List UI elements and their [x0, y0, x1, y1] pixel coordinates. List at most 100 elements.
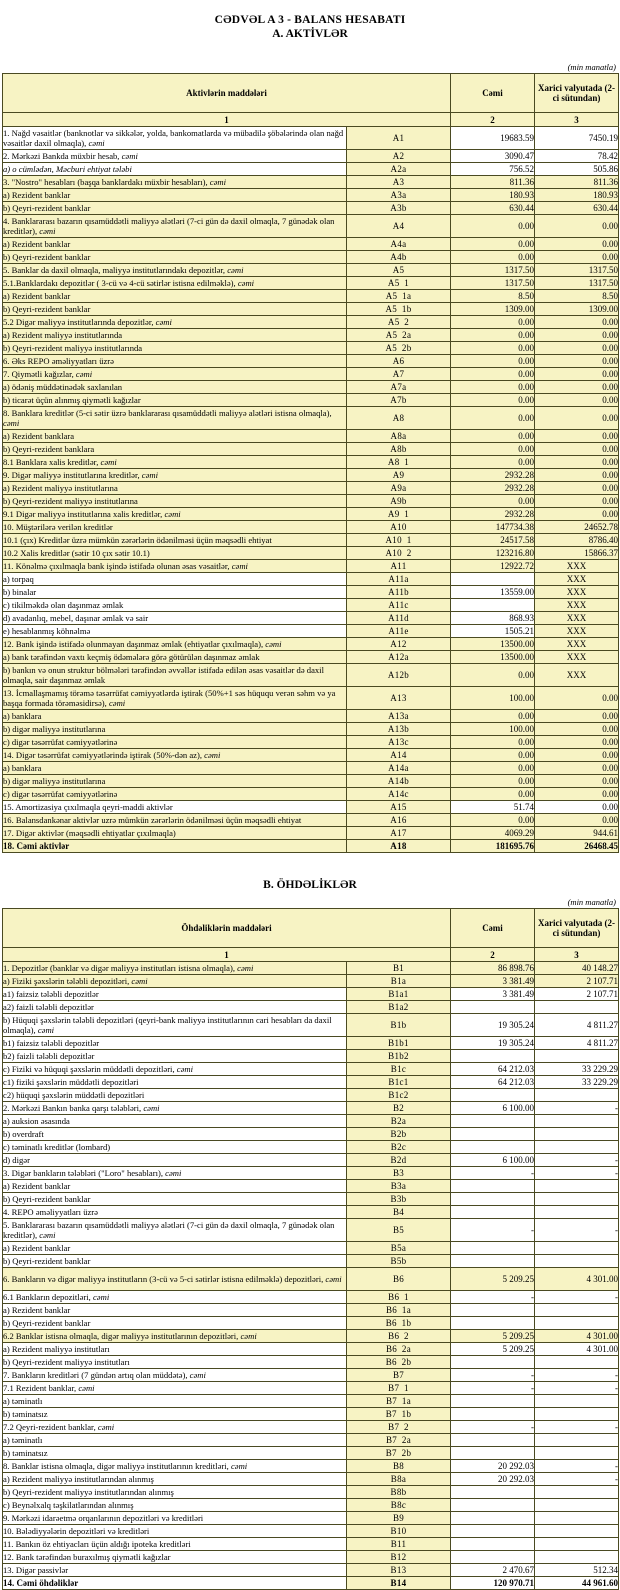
liabilities-row-total: [450, 1537, 536, 1551]
liabilities-row-code: B7 2b: [345, 1446, 452, 1460]
table-row: 13. Digər passivlər B13 2 470.67 512.34: [2, 1563, 620, 1577]
liabilities-row-fx: [534, 1550, 620, 1564]
assets-row-code: A7: [346, 367, 451, 381]
liabilities-row-total: 5 209.25: [450, 1267, 536, 1291]
liabilities-row-fx: [534, 1316, 620, 1330]
table-row: 14. Digər təsərrüfat cəmiyyətlərində işt…: [2, 748, 619, 762]
liabilities-row-fx: [534, 1303, 620, 1317]
liabilities-row-label: b) overdraft: [2, 1127, 347, 1141]
table-row: c) təminatlı kreditlər (lombard) B2c: [2, 1140, 620, 1154]
assets-row-code: A12: [346, 637, 451, 651]
assets-colnum-1: 1: [2, 112, 451, 127]
table-row: e) hesablanmış köhnəlmə A11e 1505.21 XXX: [2, 624, 619, 638]
liabilities-row-label: 1. Depozitlər (banklar və digər maliyyə …: [2, 961, 347, 975]
assets-row-label: a) Rezident banklar: [2, 237, 347, 251]
liabilities-row-total: [450, 1192, 536, 1206]
liabilities-row-code: B8a: [345, 1472, 452, 1486]
liabilities-row-total: 3 381.49: [450, 987, 536, 1001]
table-row: 8. Banklara kreditlər (5-ci sətir üzrə b…: [2, 406, 619, 430]
table-row: 3. Digər bankların tələbləri ("Loro" hes…: [2, 1166, 620, 1180]
liabilities-row-label: a) Rezident banklar: [2, 1241, 347, 1255]
liabilities-row-label: 6. Bankların və digər maliyyə institutla…: [2, 1267, 347, 1291]
assets-row-label: a) Rezident banklar: [2, 188, 347, 202]
assets-row-code: A5 2a: [346, 328, 451, 342]
assets-section-title: A. AKTİVLƏR: [272, 28, 348, 40]
liabilities-row-label: a) Rezident maliyyə institutları: [2, 1342, 347, 1356]
table-row: b) Qeyri-rezident maliyyə institutlarına…: [2, 494, 619, 508]
assets-row-fx: 0.00: [534, 380, 619, 394]
assets-row-label: b) Qeyri-rezident banklar: [2, 201, 347, 215]
assets-row-fx: 0.00: [534, 328, 619, 342]
liabilities-row-label: b) təminatsız: [2, 1407, 347, 1421]
assets-unit-note: (min manatla): [567, 62, 616, 72]
assets-row-code: A5 1a: [346, 289, 451, 303]
liabilities-row-label: 2. Mərkəzi Bankın banka qarşı tələbləri,…: [2, 1101, 347, 1115]
liabilities-row-code: B9: [345, 1511, 452, 1525]
assets-row-code: A8: [346, 406, 451, 430]
liabilities-row-code: B4: [345, 1205, 452, 1219]
assets-row-label: b) digər maliyyə institutlarına: [2, 722, 347, 736]
assets-row-fx: 505.86: [534, 162, 619, 176]
assets-row-label: 10.2 Xalis kreditlər (sətir 10 çıx sətir…: [2, 546, 347, 560]
table-row: a) təminatlı B7 2a: [2, 1433, 620, 1447]
liabilities-row-total: 120 970.71: [450, 1576, 536, 1590]
liabilities-header-fx: Xarici valyutada (2-ci sütundan): [534, 908, 620, 948]
assets-row-total: 0.00: [450, 380, 535, 394]
assets-row-fx: 7450.19: [534, 126, 619, 150]
assets-row-label: a) o cümlədən, Məcburi ehtiyat tələbi: [2, 162, 347, 176]
liabilities-row-code: B2: [345, 1101, 452, 1115]
assets-row-label: a) ödəniş müddətinədək saxlanılan: [2, 380, 347, 394]
assets-header-name: Aktivlərin maddələri: [2, 73, 451, 113]
assets-row-fx: 630.44: [534, 201, 619, 215]
liabilities-colnum-2: 2: [450, 947, 536, 962]
liabilities-row-fx: -: [534, 1368, 620, 1382]
assets-row-code: A5 1: [346, 276, 451, 290]
assets-row-total: [450, 572, 535, 586]
table-row: 10. Bələdiyyələrin depozitləri və kredit…: [2, 1524, 620, 1538]
assets-row-total: 180.93: [450, 188, 535, 202]
assets-row-fx: 0.00: [534, 429, 619, 443]
assets-row-total: 0.00: [450, 748, 535, 762]
assets-row-code: A14b: [346, 774, 451, 788]
table-row: 6. Bankların və digər maliyyə institutla…: [2, 1267, 620, 1291]
assets-row-total: [450, 598, 535, 612]
assets-row-total: 0.00: [450, 455, 535, 469]
title-spacer: [0, 44, 620, 62]
liabilities-row-label: a) Fiziki şəxslərin tələbli depozitləri,…: [2, 974, 347, 988]
assets-row-total: 0.00: [450, 774, 535, 788]
liabilities-row-fx: [534, 1088, 620, 1102]
assets-row-code: A9: [346, 468, 451, 482]
assets-row-total: 0.00: [450, 367, 535, 381]
table-row: b) Qeyri-rezident maliyyə institutlarınd…: [2, 341, 619, 355]
assets-row-label: 5. Banklar da daxil olmaqla, maliyyə ins…: [2, 263, 347, 277]
assets-row-label: b) Qeyri-rezident banklar: [2, 302, 347, 316]
table-row: a) bank tərəfindən vaxtı keçmiş ödəmələr…: [2, 650, 619, 664]
liabilities-row-code: B1b1: [345, 1036, 452, 1050]
liabilities-row-fx: 4 301.00: [534, 1342, 620, 1356]
assets-row-fx: 8786.40: [534, 533, 619, 547]
assets-row-total: 2932.28: [450, 468, 535, 482]
table-row: 8. Banklar istisna olmaqla, digər maliyy…: [2, 1459, 620, 1473]
assets-row-fx: 0.00: [534, 250, 619, 264]
table-row: a1) faizsiz tələbli depozitlər B1a1 3 381.…: [2, 987, 620, 1001]
assets-row-label: 5.1.Banklardakı depozitlər ( 3-cü və 4-c…: [2, 276, 347, 290]
liabilities-row-total: [450, 1241, 536, 1255]
liabilities-section-title: B. ÖHDƏLİKLƏR: [263, 879, 357, 891]
assets-row-fx: 0.00: [534, 761, 619, 775]
liabilities-row-fx: -: [534, 1381, 620, 1395]
assets-row-label: 8. Banklara kreditlər (5-ci sətir üzrə b…: [2, 406, 347, 430]
assets-row-fx: 0.00: [534, 468, 619, 482]
assets-row-label: a) Rezident banklar: [2, 289, 347, 303]
liabilities-row-code: B1c2: [345, 1088, 452, 1102]
liabilities-row-fx: [534, 1355, 620, 1369]
liabilities-colnum-1: 1: [1, 947, 452, 962]
assets-row-label: 12. Bank işində istifadə olunmayan daşın…: [2, 637, 347, 651]
liabilities-row-code: B1a2: [345, 1000, 452, 1014]
liabilities-row-fx: -: [534, 1472, 620, 1486]
assets-row-fx: 0.00: [534, 787, 619, 801]
liabilities-row-code: B7 1a: [345, 1394, 452, 1408]
liabilities-row-code: B14: [345, 1576, 452, 1590]
assets-row-label: a) Rezident maliyyə institutlarında: [2, 328, 347, 342]
assets-row-label: a) banklara: [2, 761, 347, 775]
assets-row-code: A13c: [346, 735, 451, 749]
